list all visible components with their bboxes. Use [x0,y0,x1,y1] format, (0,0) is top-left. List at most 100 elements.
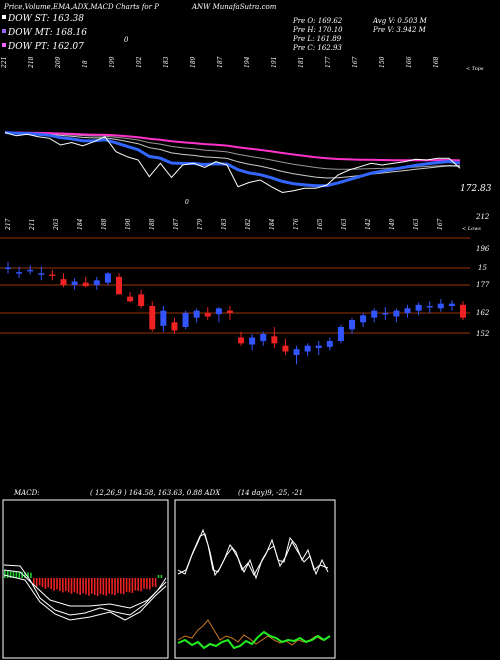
ema-line-long [4,132,461,170]
ema-zero: 0 [185,199,189,206]
candle-body [182,313,189,327]
candle-body [71,281,78,285]
pre-open: Pre O: 169.62 [292,17,343,25]
macd-label: MACD: [13,489,40,497]
bottom-label: 176 [293,218,300,230]
macd-bar [41,578,44,588]
top-label: 199 [109,56,116,68]
candle-body [60,279,67,285]
macd-bar [102,578,105,595]
macd-bar [131,578,134,593]
candle-body [204,313,211,317]
macd-bar [4,570,6,578]
candle-body [138,294,145,306]
chart-title-site: ANW MunafaSutra.com [191,3,277,11]
adx-line-2 [177,533,329,580]
dow-st-swatch [2,15,6,19]
macd-bar [114,578,116,596]
pre-volume: Pre V: 3.942 M [372,26,427,34]
top-label: 150 [379,56,386,68]
candle-body [437,303,444,309]
candle-body [27,269,34,272]
macd-bar [15,571,18,578]
top-label: 218 [28,56,35,69]
macd-bar [12,570,15,578]
macd-bar [137,578,139,591]
top-label: 181 [298,57,305,68]
candle-body [249,337,256,345]
top-label: 189 [190,56,197,68]
macd-bar [33,578,35,585]
pre-low: Pre L: 161.89 [292,35,342,43]
top-label: 221 [1,57,8,69]
candle-body [371,310,378,318]
macd-bar [160,575,163,578]
macd-signal-line [3,569,167,609]
macd-bar [9,570,12,578]
level-label-212: 212 [475,213,490,221]
candle-body [382,313,389,315]
macd-bar [85,578,87,595]
candle-body [49,274,56,276]
candle-body [282,345,289,352]
macd-bar [99,578,102,594]
adx-panel [174,499,336,659]
top-label: 177 [325,56,332,68]
macd-bar [134,578,137,591]
macd-bar [24,572,26,578]
bottom-label: 163 [341,218,348,230]
macd-bar [111,578,113,595]
bottom-label: 179 [197,218,204,230]
macd-bar [143,578,145,589]
bottom-label: 167 [437,218,444,230]
pre-high: Pre H: 170.10 [292,26,343,34]
candle-body [171,322,178,331]
macd-bar [117,578,119,593]
macd-bar [53,578,55,591]
macd-bar [30,572,32,578]
adx-values: (14 day)9, -25, -21 [238,489,303,497]
macd-bar [6,570,9,578]
macd-bar [18,571,21,578]
top-label: 183 [163,56,170,68]
bottom-label: 165 [317,218,324,230]
macd-bar [50,578,52,590]
macd-bar [149,578,151,590]
candle-body [349,320,356,330]
ema-panel: 221 218 209 18 199 192 183 189 187 194 191 181 177 16… [1,56,492,232]
bottom-label: 211 [29,219,36,231]
macd-bar [146,578,148,590]
candle-body [193,310,200,318]
level-label-162: 162 [476,309,490,317]
dow-mt-swatch [2,29,6,33]
macd-bar [21,571,23,578]
macd-bar [79,578,81,595]
macd-bar [96,578,99,596]
macd-bar [105,578,108,596]
candle-body [304,345,311,352]
bottom-label: 184 [77,218,84,230]
candle-body [215,308,222,315]
stray-zero: 0 [124,36,129,44]
macd-bar [151,578,154,587]
dow-mt-label: DOW MT: 168.16 [7,28,87,38]
bottom-label: 188 [101,218,108,230]
candles [5,261,466,365]
macd-line [3,564,167,616]
macd-bar [44,578,47,589]
pre-close: Pre C: 162.93 [292,44,342,52]
bottom-label: 188 [149,218,156,230]
macd-bar [27,572,29,578]
candle-body [393,310,400,317]
candle-body [82,282,89,287]
top-label: 166 [406,56,413,68]
bottom-label: 187 [173,218,180,230]
macd-bar [35,578,38,587]
macd-line-2 [3,574,167,621]
candle-panel: 212 196 15 177 162 152 [0,213,490,365]
macd-bar [140,578,142,592]
bottom-label: 190 [125,218,132,230]
bottom-label: 182 [245,218,252,230]
candle-body [38,273,45,275]
